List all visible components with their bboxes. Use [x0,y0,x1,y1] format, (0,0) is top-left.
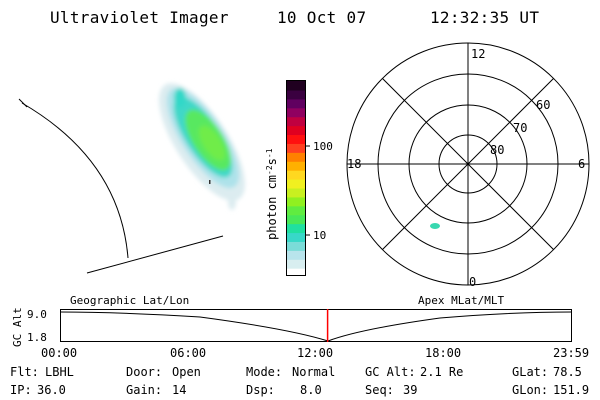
mlt-label-12: 12 [471,47,485,61]
door-value: Open [172,365,201,379]
auroral-emission [159,83,245,210]
date-label: 10 Oct 07 [277,8,367,27]
ip-value: 36.0 [37,383,66,397]
gcalt-label: GC Alt: [365,365,416,379]
filter-label: Flt: [10,365,39,379]
colorbar-band [287,196,305,207]
mlat-label-60: 60 [536,98,550,112]
timeline-ytick-bottom: 1.8 [27,331,47,344]
mlt-label-0: 0 [469,275,476,289]
mlat-label-80: 80 [490,143,504,157]
colorbar-band [287,205,305,216]
filter-value: LBHL [45,365,74,379]
geographic-map-panel [18,83,245,274]
mlat-label-70: 70 [513,121,527,135]
colorbar-band [287,214,305,225]
colorbar-band [287,232,305,242]
colorbar-band [287,152,305,162]
glat-value: 78.5 [553,365,582,379]
time-label: 12:32:35 UT [430,8,540,27]
instrument-title: Ultraviolet Imager [50,8,229,27]
timeline-xtick-2: 12:00 [297,346,334,360]
timeline-ylabel: GC Alt [11,307,24,347]
colorbar-band [287,259,305,269]
colorbar-band [287,107,305,118]
colorbar-tick-100: 100 [313,140,333,153]
glon-label: GLon: [512,383,549,397]
limb-tick-mark [18,98,28,108]
seq-value: 39 [403,383,418,397]
colorbar-band [287,250,305,260]
glon-value: 151.9 [553,383,590,397]
mode-label: Mode: [246,365,283,379]
speck [209,180,211,184]
colorbar-band [287,161,305,171]
colorbar-band [287,116,305,127]
colorbar-band [287,125,305,136]
svg-text:GC Alt: GC Alt [11,307,24,347]
orbit-altitude-curve [60,311,572,342]
timeline-xtick-4: 23:59 [553,346,590,360]
colorbar-band [287,89,305,100]
colorbar-band [287,241,305,251]
colorbar-band [287,81,305,91]
glat-label: GLat: [512,365,549,379]
apex-caption: Apex MLat/MLT [418,294,505,307]
colorbar-band [287,179,305,189]
orbit-timeline [60,309,572,342]
dsp-value: 8.0 [300,383,322,397]
colorbar-ticks: 100 10 [306,140,333,242]
dsp-label: Dsp: [246,383,275,397]
colorbar-band [287,223,305,234]
mlt-label-18: 18 [347,157,361,171]
gain-value: 14 [172,383,187,397]
terminator-line [86,235,224,274]
colorbar-band [287,187,305,198]
mode-value: Normal [292,365,336,379]
gcalt-value: 2.1 Re [420,365,464,379]
timeline-xtick-3: 18:00 [425,346,462,360]
earth-limb-arc [21,102,129,259]
colorbar-band [287,134,305,144]
colorbar-band [287,143,305,153]
colorbar-band [287,170,305,180]
ip-label: IP: [10,383,32,397]
polar-emission-spot [430,223,440,229]
colorbar [286,80,306,276]
colorbar-band [287,268,305,275]
polar-plot: 12 18 6 0 60 70 80 [346,42,590,289]
timeline-xtick-0: 00:00 [41,346,78,360]
colorbar-band [287,98,305,109]
mlt-label-6: 6 [578,157,585,171]
gain-label: Gain: [126,383,163,397]
colorbar-tick-10: 10 [313,229,326,242]
colorbar-label: photon cm-2s-1 [265,148,279,240]
timeline-xtick-1: 06:00 [170,346,207,360]
svg-text:photon cm-2s-1: photon cm-2s-1 [265,148,279,240]
geographic-caption: Geographic Lat/Lon [70,294,190,307]
seq-label: Seq: [365,383,394,397]
door-label: Door: [126,365,163,379]
timeline-ytick-top: 9.0 [27,308,47,321]
